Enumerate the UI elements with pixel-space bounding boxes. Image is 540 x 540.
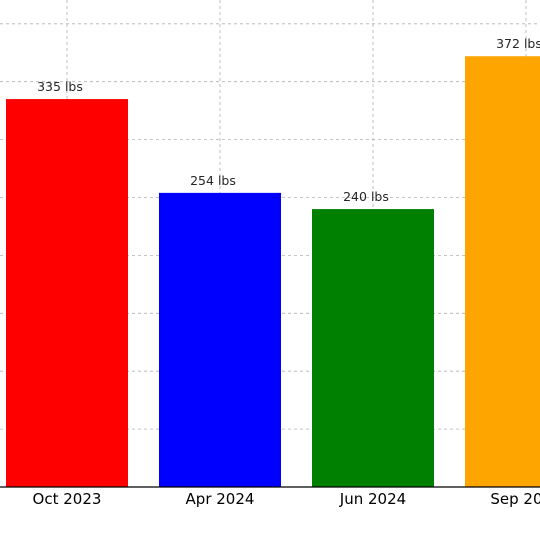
bar-oct-2023 [6,99,128,487]
x-tick-label: Oct 2023 [33,490,102,508]
data-labels: 335 lbs 254 lbs 240 lbs 372 lbs [37,36,540,204]
data-label: 240 lbs [343,189,389,204]
x-tick-label: Sep 2024 [490,490,540,508]
x-tick-label: Jun 2024 [339,490,406,508]
bar-sep-2024 [465,56,540,487]
bars [6,56,540,488]
x-tick-labels: Oct 2023 Apr 2024 Jun 2024 Sep 2024 [33,490,540,508]
data-label: 254 lbs [190,173,236,188]
bar-apr-2024 [159,192,281,488]
x-tick-label: Apr 2024 [186,490,255,508]
data-label: 335 lbs [37,79,83,94]
data-label: 372 lbs [496,36,540,51]
bar-jun-2024 [312,209,434,487]
